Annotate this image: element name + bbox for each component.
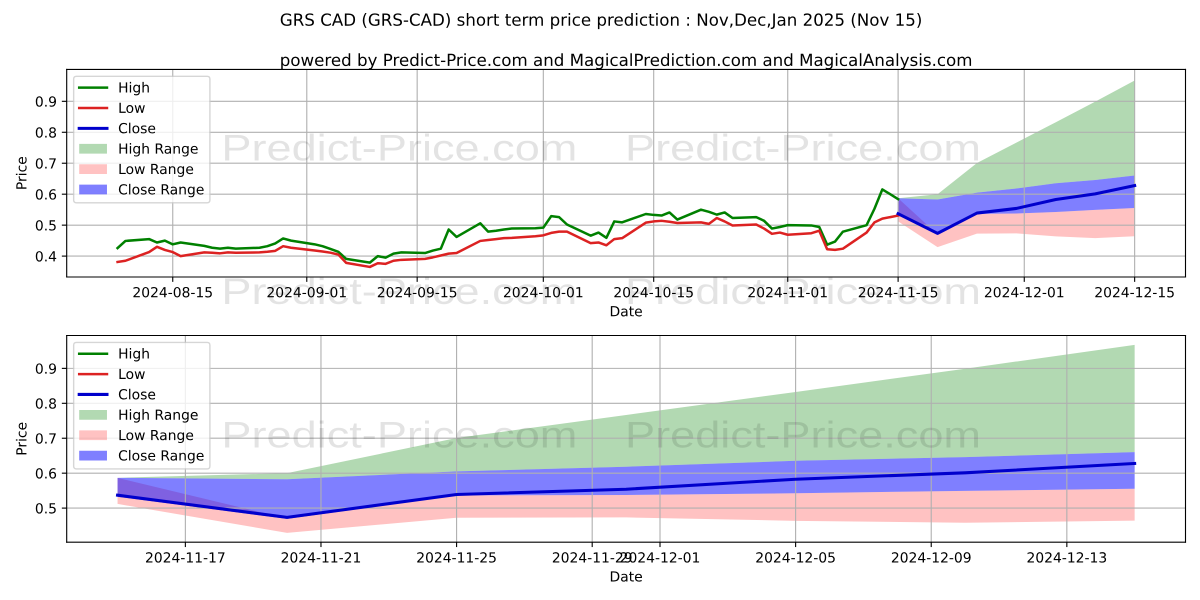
svg-text:Predict-Price.com: Predict-Price.com <box>625 270 981 312</box>
svg-text:Predict-Price.com: Predict-Price.com <box>221 270 577 312</box>
svg-text:Predict-Price.com: Predict-Price.com <box>625 126 981 168</box>
svg-text:Predict-Price.com: Predict-Price.com <box>221 126 577 168</box>
svg-text:Predict-Price.com: Predict-Price.com <box>221 413 577 455</box>
svg-text:Predict-Price.com: Predict-Price.com <box>625 413 981 455</box>
